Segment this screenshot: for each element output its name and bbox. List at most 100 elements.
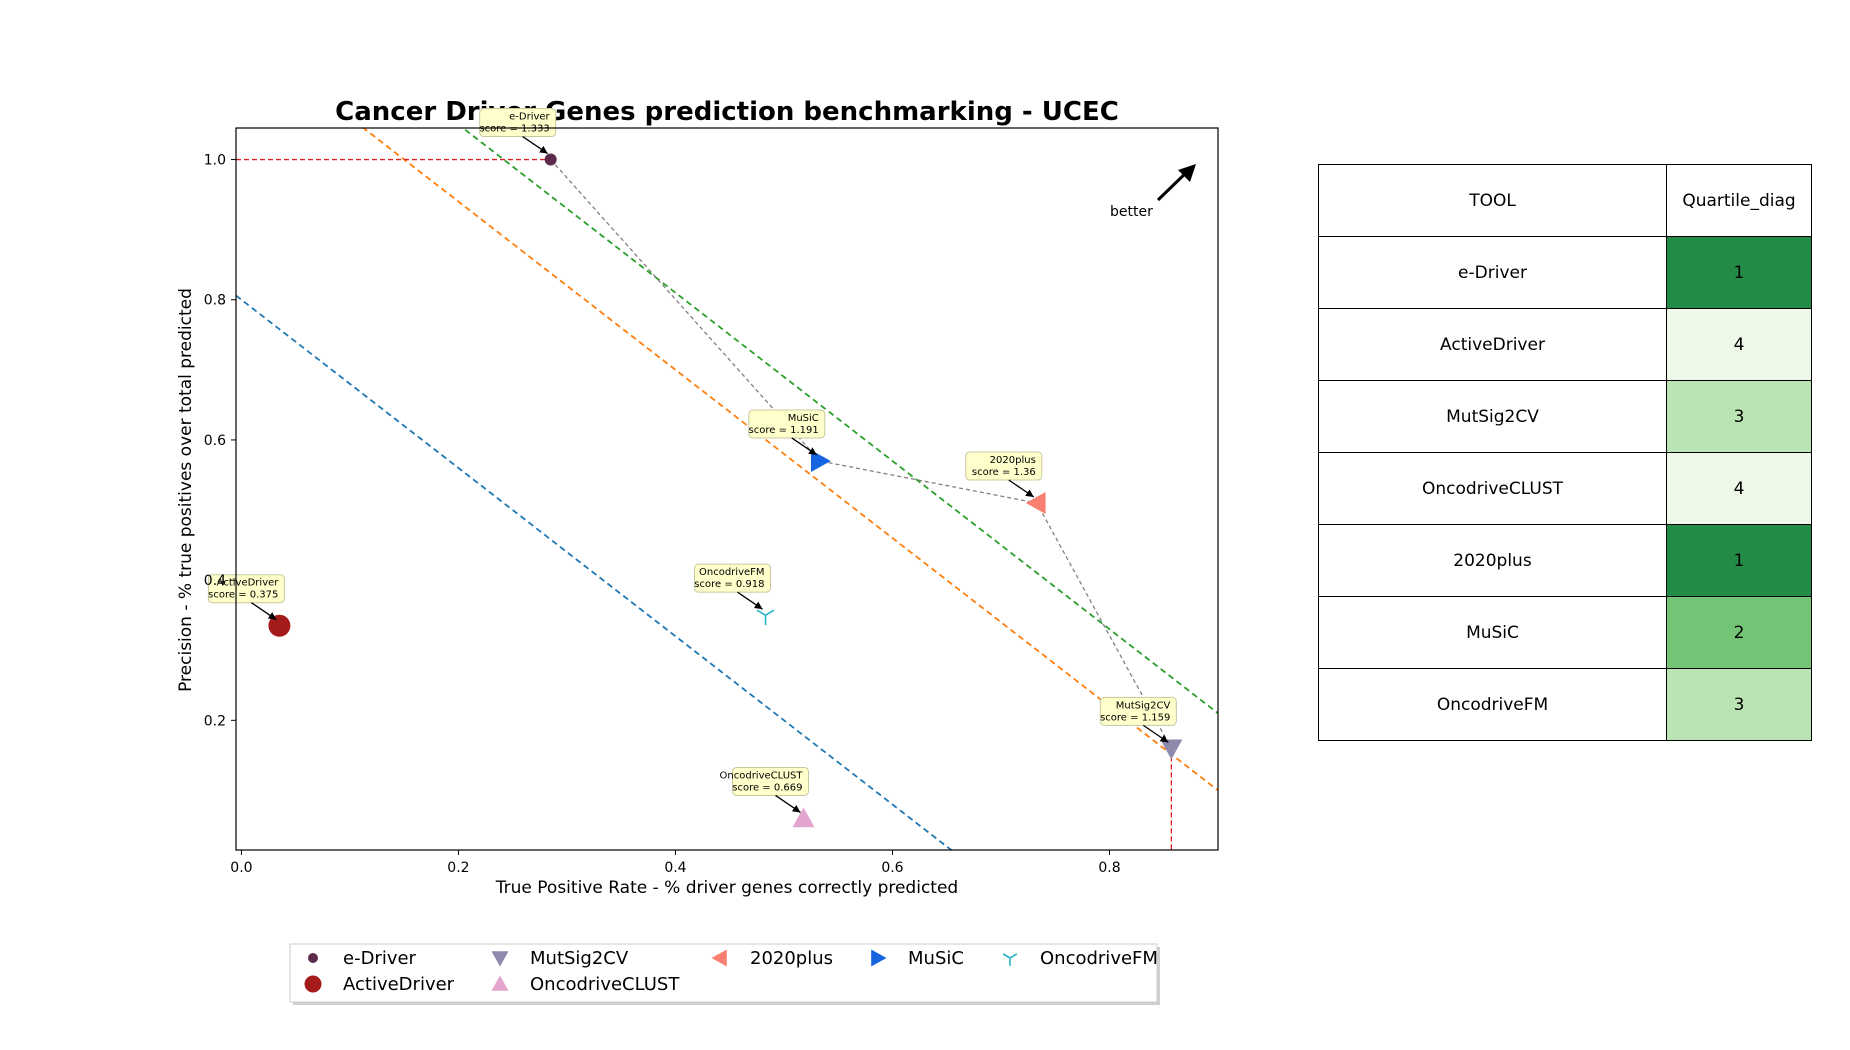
legend-marker-activedriver bbox=[304, 975, 322, 993]
better-label: better bbox=[1110, 204, 1153, 220]
legend-marker-e-driver bbox=[308, 953, 318, 963]
point-oncodriveclust bbox=[792, 807, 815, 828]
point-2020plus bbox=[1025, 492, 1046, 515]
annotation-box bbox=[694, 563, 772, 593]
legend-item-2020plus: 2020plus bbox=[711, 948, 833, 969]
legend-marker-music bbox=[871, 949, 887, 967]
table-row: MuSiC 2 bbox=[1318, 596, 1812, 669]
annotation-label: e-Driver bbox=[509, 112, 550, 123]
legend-label: 2020plus bbox=[750, 948, 833, 969]
annotation-score: score = 0.918 bbox=[694, 579, 764, 590]
better-arrowhead-icon bbox=[1178, 164, 1196, 182]
x-axis-ticks: 0.0 0.2 0.4 0.6 0.8 bbox=[230, 850, 1121, 876]
table-row: e-Driver 1 bbox=[1318, 236, 1812, 309]
annotation-score: score = 0.669 bbox=[732, 782, 802, 793]
annotation-label: OncodriveFM bbox=[699, 567, 765, 578]
x-axis-title: True Positive Rate - % driver genes corr… bbox=[495, 878, 958, 898]
annotation-box bbox=[731, 766, 809, 796]
iso-score-line bbox=[461, 128, 1218, 715]
table-row: OncodriveCLUST 4 bbox=[1318, 452, 1812, 525]
annotation-label: MuSiC bbox=[788, 413, 819, 424]
x-tick-label: 0.8 bbox=[1098, 860, 1120, 876]
legend-label: OncodriveCLUST bbox=[530, 974, 680, 995]
legend-item-oncodriveclust: OncodriveCLUST bbox=[491, 974, 680, 995]
chart-title: Cancer Driver Genes prediction benchmark… bbox=[335, 97, 1119, 127]
legend-marker-2020plus bbox=[711, 949, 727, 967]
legend-marker-oncodrivefm bbox=[1002, 953, 1018, 966]
annotation-score: score = 1.333 bbox=[479, 124, 549, 135]
y-tick-label: 0.4 bbox=[204, 573, 226, 589]
table-cell-quartile: 2 bbox=[1666, 596, 1812, 669]
annotation-label: ActiveDriver bbox=[217, 578, 280, 589]
table-cell-quartile: 1 bbox=[1666, 236, 1812, 309]
annotation-label: OncodriveCLUST bbox=[720, 770, 804, 781]
annotation-arrow bbox=[251, 602, 277, 621]
legend: e-Driver ActiveDriver MutSig2CV OncodriveCL… bbox=[289, 943, 1160, 1005]
annotation-arrow bbox=[522, 136, 549, 155]
annotation-box bbox=[207, 574, 285, 604]
annotation-box bbox=[1099, 696, 1177, 726]
legend-item-oncodrivefm: OncodriveFM bbox=[1002, 948, 1158, 969]
annotation-box bbox=[748, 409, 826, 439]
legend-marker-oncodriveclust bbox=[491, 975, 509, 991]
y-tick-label: 1.0 bbox=[204, 153, 226, 169]
y-axis-ticks: 0.2 0.4 0.6 0.8 1.0 bbox=[204, 153, 236, 729]
table-cell-quartile: 4 bbox=[1666, 308, 1812, 381]
table-cell-tool: 2020plus bbox=[1318, 524, 1667, 597]
table-cell-quartile: 1 bbox=[1666, 524, 1812, 597]
table-cell-tool: MuSiC bbox=[1318, 596, 1667, 669]
legend-item-e-driver: e-Driver bbox=[308, 948, 417, 969]
table-row: MutSig2CV 3 bbox=[1318, 380, 1812, 453]
x-tick-label: 0.4 bbox=[664, 860, 686, 876]
table-header-tool: TOOL bbox=[1318, 164, 1667, 237]
iso-score-lines bbox=[236, 128, 1218, 850]
annotation-score: score = 0.375 bbox=[208, 590, 278, 601]
table-cell-tool: ActiveDriver bbox=[1318, 308, 1667, 381]
legend-label: MutSig2CV bbox=[530, 948, 629, 969]
point-activedriver bbox=[268, 614, 291, 637]
x-tick-label: 0.0 bbox=[230, 860, 252, 876]
legend-item-music: MuSiC bbox=[871, 948, 964, 969]
table-cell-tool: OncodriveFM bbox=[1318, 668, 1667, 741]
annotation-arrow bbox=[1142, 724, 1169, 743]
table-row: OncodriveFM 3 bbox=[1318, 668, 1812, 741]
annotation-arrow bbox=[1008, 479, 1035, 498]
point-mutsig2cv bbox=[1160, 739, 1183, 760]
table-header-quartile: Quartile_diag bbox=[1666, 164, 1812, 237]
annotation-score: score = 1.191 bbox=[749, 425, 819, 436]
table-row: 2020plus 1 bbox=[1318, 524, 1812, 597]
annotation-score: score = 1.36 bbox=[972, 467, 1036, 478]
y-tick-label: 0.8 bbox=[204, 293, 226, 309]
pareto-frontier bbox=[550, 159, 1172, 749]
point-music bbox=[810, 449, 831, 472]
data-points bbox=[268, 153, 1183, 828]
table-cell-quartile: 3 bbox=[1666, 668, 1812, 741]
table-cell-tool: e-Driver bbox=[1318, 236, 1667, 309]
legend-label: ActiveDriver bbox=[343, 974, 455, 995]
best-reference-lines bbox=[236, 158, 1172, 850]
annotation-label: 2020plus bbox=[990, 455, 1036, 466]
annotation-arrow bbox=[737, 591, 763, 610]
pareto-frontier-line bbox=[550, 159, 1172, 749]
y-axis-title: Precision - % true positives over total … bbox=[176, 288, 196, 692]
annotation-box bbox=[479, 108, 557, 138]
table-header-row: TOOL Quartile_diag bbox=[1318, 164, 1812, 237]
iso-score-line bbox=[362, 128, 1218, 792]
legend-item-activedriver: ActiveDriver bbox=[304, 974, 455, 995]
table-cell-quartile: 3 bbox=[1666, 380, 1812, 453]
legend-label: MuSiC bbox=[908, 948, 964, 969]
table-row: ActiveDriver 4 bbox=[1318, 308, 1812, 381]
plot-frame bbox=[235, 127, 1219, 851]
legend-marker-mutsig2cv bbox=[491, 951, 509, 967]
legend-label: e-Driver bbox=[343, 948, 417, 969]
annotation-arrow bbox=[775, 794, 801, 813]
annotation-score: score = 1.159 bbox=[1100, 712, 1170, 723]
point-oncodrivefm bbox=[756, 609, 775, 626]
